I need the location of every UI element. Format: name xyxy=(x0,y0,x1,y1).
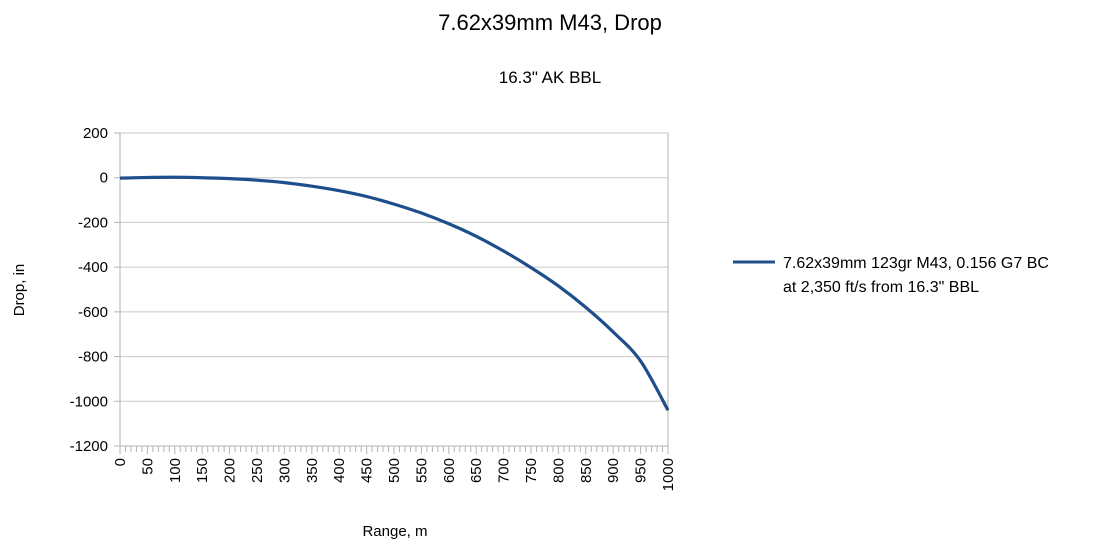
y-axis-label: Drop, in xyxy=(11,264,28,317)
x-tick-label: 350 xyxy=(304,458,321,483)
legend-entry-line2: at 2,350 ft/s from 16.3" BBL xyxy=(783,279,979,296)
x-tick-label: 650 xyxy=(468,458,485,483)
y-tick-label: -1000 xyxy=(70,393,108,410)
x-tick-label: 500 xyxy=(386,458,403,483)
x-tick-label: 900 xyxy=(605,458,622,483)
x-tick-labels: 0 50 100 150 200 250 300 350 400 450 500 550 600 650 7… xyxy=(112,458,677,491)
y-tick-label: -800 xyxy=(78,349,108,366)
legend-entry-line1: 7.62x39mm 123gr M43, 0.156 G7 BC xyxy=(783,255,1049,272)
x-tick-label: 850 xyxy=(578,458,595,483)
legend: 7.62x39mm 123gr M43, 0.156 G7 BC at 2,35… xyxy=(733,255,1049,296)
x-tick-label: 550 xyxy=(413,458,430,483)
series-layer xyxy=(119,175,670,412)
y-tick-labels: 200 0 -200 -400 -600 -800 -1000 -1200 xyxy=(70,125,108,455)
x-tick-label: 1000 xyxy=(660,458,677,491)
x-tick-label: 0 xyxy=(112,458,129,466)
x-tick-label: 50 xyxy=(139,458,156,475)
chart-title: 7.62x39mm M43, Drop xyxy=(438,10,662,35)
x-tick-label: 600 xyxy=(441,458,458,483)
y-tick-label: 0 xyxy=(100,170,108,187)
chart-subtitle: 16.3" AK BBL xyxy=(499,68,601,87)
x-tick-label: 800 xyxy=(550,458,567,483)
series-line xyxy=(119,175,670,412)
gridlines xyxy=(120,132,668,447)
x-tick-label: 200 xyxy=(222,458,239,483)
y-tick-label: -200 xyxy=(78,214,108,231)
x-tick-label: 100 xyxy=(167,458,184,483)
y-tick-label: -600 xyxy=(78,304,108,321)
x-tick-label: 450 xyxy=(359,458,376,483)
y-tick-label: -1200 xyxy=(70,438,108,455)
x-tick-label: 300 xyxy=(276,458,293,483)
x-tick-label: 400 xyxy=(331,458,348,483)
y-tick-label: 200 xyxy=(83,125,108,142)
y-tick-label: -400 xyxy=(78,259,108,276)
axes xyxy=(114,132,669,454)
x-tick-label: 250 xyxy=(249,458,266,483)
x-tick-label: 700 xyxy=(496,458,513,483)
x-tick-label: 750 xyxy=(523,458,540,483)
x-axis-label: Range, m xyxy=(362,523,427,540)
x-tick-label: 950 xyxy=(633,458,650,483)
x-tick-label: 150 xyxy=(194,458,211,483)
